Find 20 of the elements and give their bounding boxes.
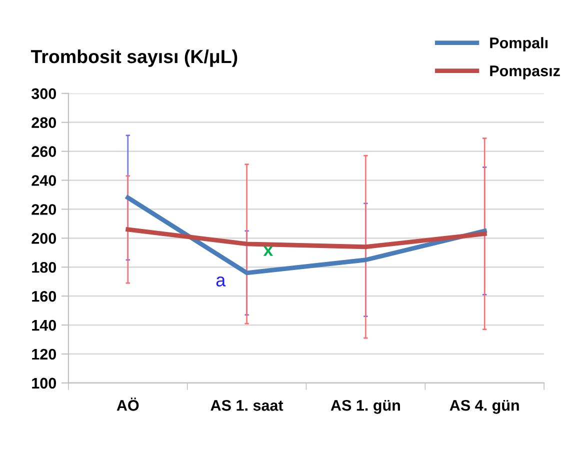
y-tick-label: 180 [32,262,56,273]
y-tick-label: 100 [32,378,56,389]
y-tick-label: 120 [32,348,56,360]
x-tick-label: AS 1. saat [210,400,284,411]
y-tick-label: 240 [32,175,56,186]
y-tick-label: 140 [32,320,56,331]
annotation: a [216,276,226,286]
legend-label: Pompasız [490,66,560,80]
chart-title: Trombosit sayısı (K/μL) [30,49,238,67]
annotation: x [263,246,274,256]
x-tick-label: AS 4. gün [450,400,519,414]
x-tick-label: AS 1. gün [330,400,400,414]
x-tick-label: AÖ [116,398,139,411]
y-tick-label: 160 [32,290,56,302]
y-tick-label: 300 [32,88,56,100]
y-tick-label: 260 [32,146,56,157]
legend-label: Pompalı [490,37,548,52]
y-tick-label: 200 [32,233,56,244]
y-tick-label: 280 [32,117,56,128]
y-tick-label: 220 [32,204,56,215]
